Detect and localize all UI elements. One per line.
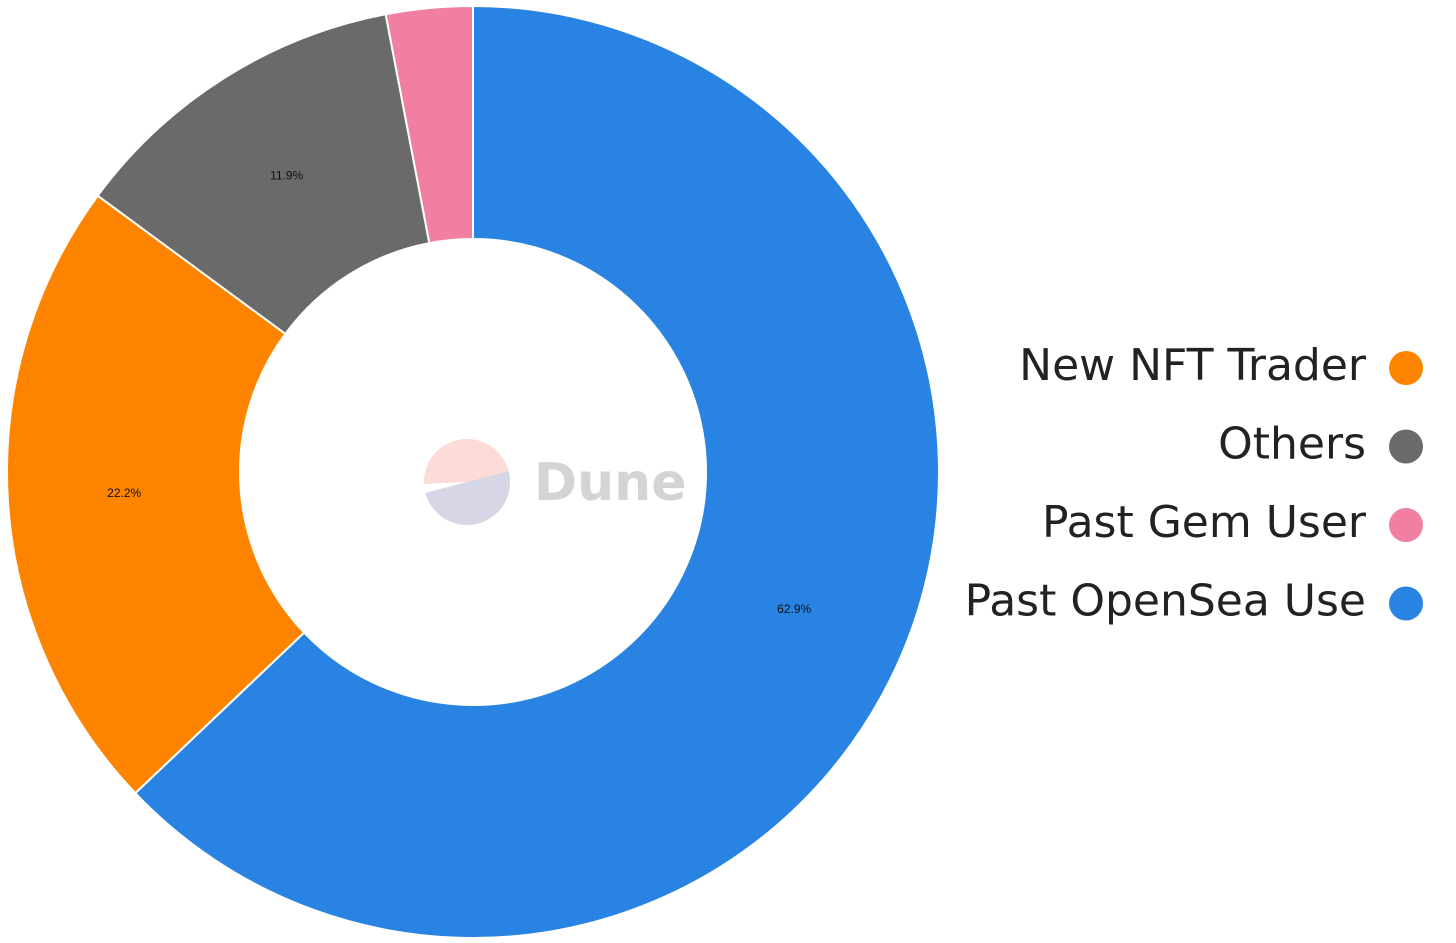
value-label: 11.9% <box>270 168 303 182</box>
legend-dot <box>1389 508 1423 542</box>
watermark-logo-top <box>423 438 510 484</box>
watermark-logo-bottom <box>425 471 511 525</box>
value-label: 62.9% <box>777 602 811 616</box>
legend-dot <box>1389 429 1423 464</box>
legend-label: Others <box>1218 419 1366 470</box>
value-label: 22.2% <box>107 486 141 500</box>
legend-label: New NFT Trader <box>1019 340 1367 391</box>
donut-slice <box>384 4 474 245</box>
watermark: Dune <box>423 438 686 525</box>
legend-dot <box>1389 351 1423 385</box>
legend-label: Past OpenSea Use <box>965 576 1366 627</box>
legend-dot <box>1389 586 1423 621</box>
watermark-text: Dune <box>534 453 686 513</box>
legend-label: Past Gem User <box>1042 497 1367 548</box>
donut-slice <box>133 4 940 939</box>
donut-slice <box>6 194 306 795</box>
donut-slice <box>96 13 431 336</box>
